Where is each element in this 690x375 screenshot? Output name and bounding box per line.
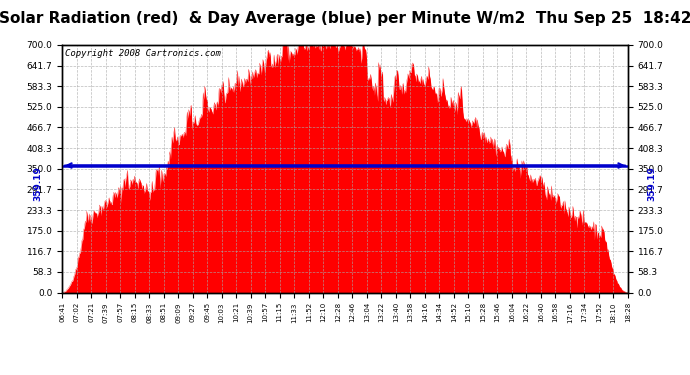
Text: Copyright 2008 Cartronics.com: Copyright 2008 Cartronics.com — [65, 49, 221, 58]
Text: 359.19: 359.19 — [33, 166, 43, 201]
Text: 359.19: 359.19 — [647, 166, 657, 201]
Text: Solar Radiation (red)  & Day Average (blue) per Minute W/m2  Thu Sep 25  18:42: Solar Radiation (red) & Day Average (blu… — [0, 11, 690, 26]
